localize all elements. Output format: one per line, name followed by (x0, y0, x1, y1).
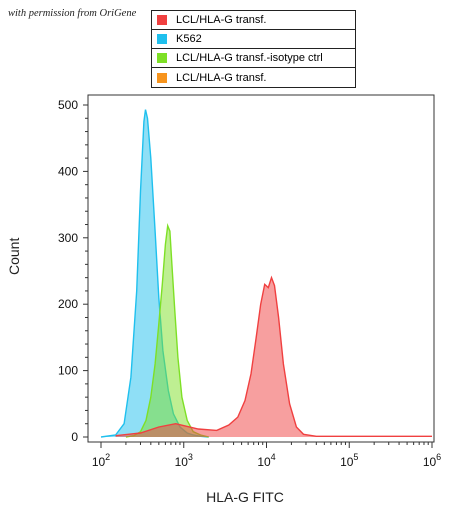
chart-legend: LCL/HLA-G transf. K562 LCL/HLA-G transf.… (151, 10, 356, 88)
series-area-2 (115, 277, 432, 437)
x-tick-label: 105 (340, 452, 358, 469)
y-tick-label: 500 (58, 98, 78, 112)
y-tick-label: 300 (58, 231, 78, 245)
y-tick-label: 100 (58, 364, 78, 378)
legend-item-isotype-ctrl: LCL/HLA-G transf.-isotype ctrl (152, 49, 355, 68)
legend-swatch (157, 34, 167, 44)
series-area-1 (125, 225, 209, 437)
x-axis-label: HLA-G FITC (206, 489, 284, 505)
legend-swatch (157, 72, 167, 83)
plot-frame (87, 94, 435, 443)
x-tick-label: 103 (175, 452, 193, 469)
legend-item-lcl-transf: LCL/HLA-G transf. (152, 11, 355, 30)
y-tick-label: 0 (71, 430, 78, 444)
legend-label: K562 (176, 33, 202, 45)
x-tick-label: 106 (423, 452, 441, 469)
x-tick-label: 104 (257, 452, 275, 469)
permission-watermark: with permission from OriGene (8, 8, 137, 19)
series-area-0 (101, 109, 209, 437)
legend-item-k562: K562 (152, 30, 355, 49)
x-tick-label: 102 (92, 452, 110, 469)
legend-item-lcl-transf-orange: LCL/HLA-G transf. (152, 68, 355, 87)
legend-swatch (157, 53, 167, 63)
legend-label: LCL/HLA-G transf.-isotype ctrl (176, 52, 323, 64)
legend-label: LCL/HLA-G transf. (176, 14, 267, 26)
y-tick-label: 400 (58, 164, 78, 178)
series-line-1 (125, 223, 209, 438)
legend-swatch (157, 15, 167, 25)
series-line-2 (115, 275, 432, 437)
y-tick-label: 200 (58, 297, 78, 311)
legend-label: LCL/HLA-G transf. (176, 71, 267, 84)
